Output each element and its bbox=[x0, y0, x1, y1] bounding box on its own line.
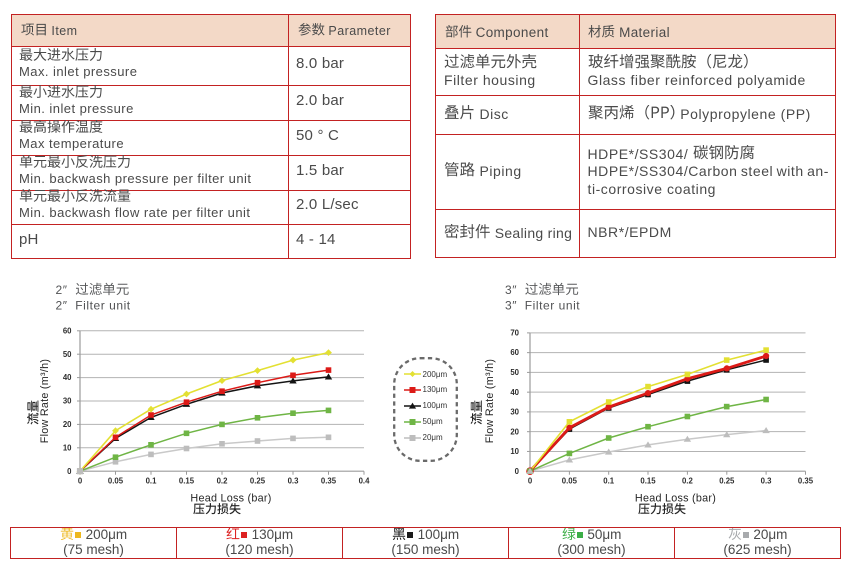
svg-text:30: 30 bbox=[510, 408, 519, 417]
svg-text:0: 0 bbox=[67, 467, 72, 476]
svg-text:0.35: 0.35 bbox=[798, 477, 814, 486]
svg-text:0.2: 0.2 bbox=[217, 477, 229, 486]
svg-text:0.35: 0.35 bbox=[321, 477, 337, 486]
svg-text:0.05: 0.05 bbox=[108, 477, 124, 486]
svg-text:Head Loss (bar): Head Loss (bar) bbox=[635, 492, 716, 504]
svg-text:0.15: 0.15 bbox=[640, 477, 656, 486]
svg-text:0.05: 0.05 bbox=[562, 477, 578, 486]
svg-text:50: 50 bbox=[510, 368, 519, 377]
svg-text:50: 50 bbox=[63, 350, 72, 359]
svg-text:70: 70 bbox=[510, 328, 519, 337]
svg-text:30: 30 bbox=[63, 397, 72, 406]
svg-text:60: 60 bbox=[63, 326, 72, 335]
svg-text:0: 0 bbox=[78, 477, 83, 486]
svg-text:20: 20 bbox=[510, 427, 519, 436]
svg-text:0: 0 bbox=[515, 467, 520, 476]
svg-text:Filter unit: Filter unit bbox=[525, 299, 581, 313]
svg-text:0.4: 0.4 bbox=[359, 477, 371, 486]
svg-text:3″: 3″ bbox=[505, 299, 517, 313]
svg-text:0.25: 0.25 bbox=[719, 477, 735, 486]
svg-text:0.25: 0.25 bbox=[250, 477, 266, 486]
svg-text:2″: 2″ bbox=[56, 283, 68, 297]
svg-text:0.1: 0.1 bbox=[146, 477, 158, 486]
svg-text:0.2: 0.2 bbox=[682, 477, 694, 486]
svg-text:0.3: 0.3 bbox=[288, 477, 300, 486]
svg-text:40: 40 bbox=[63, 373, 72, 382]
svg-text:0: 0 bbox=[528, 477, 533, 486]
svg-text:20: 20 bbox=[63, 420, 72, 429]
svg-text:Filter unit: Filter unit bbox=[75, 299, 131, 313]
svg-text:Flow Rate (m³/h): Flow Rate (m³/h) bbox=[484, 359, 496, 443]
svg-text:10: 10 bbox=[510, 447, 519, 456]
svg-text:0.3: 0.3 bbox=[761, 477, 773, 486]
svg-text:10: 10 bbox=[63, 443, 72, 452]
svg-text:60: 60 bbox=[510, 348, 519, 357]
svg-text:Flow Rate (m³/h): Flow Rate (m³/h) bbox=[39, 359, 51, 443]
svg-text:0.1: 0.1 bbox=[603, 477, 615, 486]
svg-text:3″: 3″ bbox=[505, 283, 517, 297]
svg-text:40: 40 bbox=[510, 388, 519, 397]
svg-text:Head Loss (bar): Head Loss (bar) bbox=[190, 492, 271, 504]
svg-text:0.15: 0.15 bbox=[179, 477, 195, 486]
svg-text:2″: 2″ bbox=[56, 299, 68, 313]
